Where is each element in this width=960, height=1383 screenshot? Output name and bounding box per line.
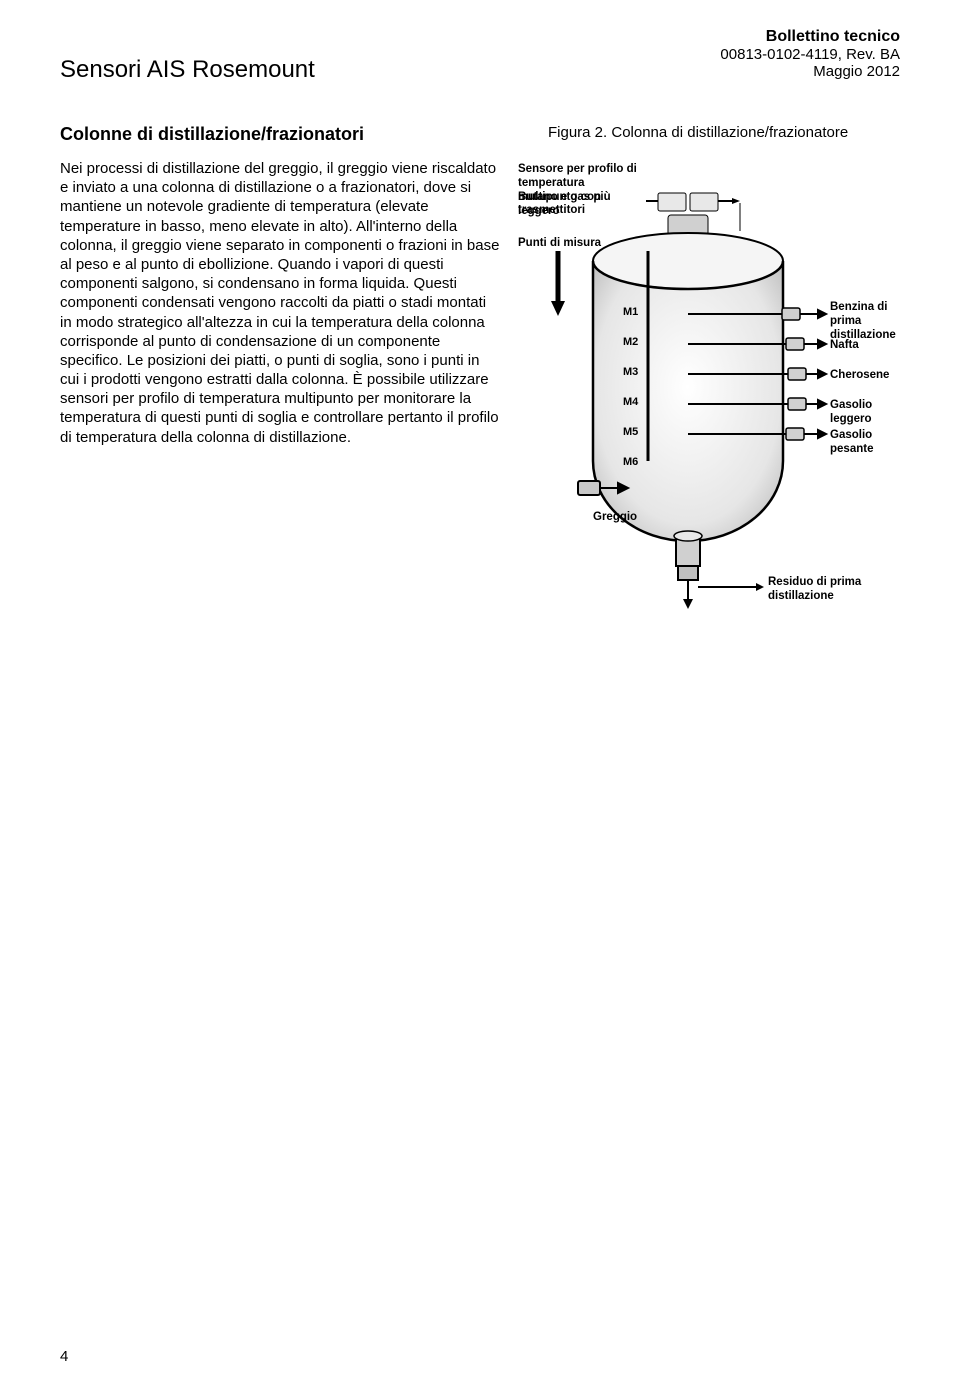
label-gasoline: Benzina di prima distillazione — [830, 301, 920, 342]
bulletin-title: Bollettino tecnico — [720, 28, 900, 46]
m4-label: M4 — [623, 396, 638, 408]
m1-label: M1 — [623, 306, 638, 318]
m3-label: M3 — [623, 366, 638, 378]
label-points: Punti di misura — [518, 237, 601, 251]
right-column: Figura 2. Colonna di distillazione/frazi… — [518, 124, 900, 671]
figure-caption: Figura 2. Colonna di distillazione/frazi… — [548, 124, 900, 141]
page-header: Sensori AIS Rosemount Bollettino tecnico… — [60, 28, 900, 84]
m2-label: M2 — [623, 336, 638, 348]
section-heading: Colonne di distillazione/frazionatori — [60, 124, 500, 145]
m5-label: M5 — [623, 426, 638, 438]
left-column: Colonne di distillazione/frazionatori Ne… — [60, 124, 500, 671]
bulletin-code: 00813-0102-4119, Rev. BA — [720, 46, 900, 63]
label-crude: Greggio — [593, 511, 637, 525]
label-lightgasoil: Gasolio leggero — [830, 399, 898, 427]
label-naphtha: Nafta — [830, 339, 859, 353]
distillation-diagram: Sensore per profilo di temperatura multi… — [518, 151, 898, 671]
bulletin-date: Maggio 2012 — [720, 63, 900, 80]
page-number: 4 — [60, 1348, 68, 1365]
bulletin-block: Bollettino tecnico 00813-0102-4119, Rev.… — [720, 28, 900, 80]
label-butane: Butano e gas più leggero — [518, 191, 618, 219]
section-body: Nei processi di distillazione del greggi… — [60, 159, 500, 447]
document-title: Sensori AIS Rosemount — [60, 56, 315, 84]
m6-label: M6 — [623, 456, 638, 468]
label-heavygasoil: Gasolio pesante — [830, 429, 898, 457]
label-kerosene: Cherosene — [830, 369, 889, 383]
label-residue: Residuo di prima distillazione — [768, 576, 878, 604]
